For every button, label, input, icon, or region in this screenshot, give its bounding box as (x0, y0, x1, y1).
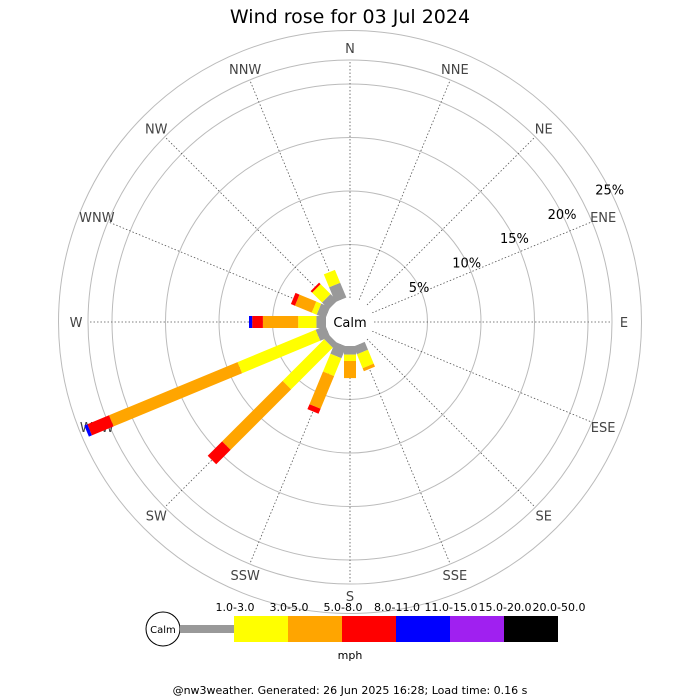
petal-segment (344, 346, 356, 355)
petal-segment (322, 294, 338, 310)
direction-label: SE (536, 510, 552, 525)
grid-ring (218, 190, 482, 454)
petal-segment (294, 294, 317, 313)
direction-label: NW (145, 122, 168, 137)
direction-label: SSW (230, 569, 260, 584)
radial-tick-label: 15% (500, 232, 529, 247)
petal-segment (262, 316, 299, 328)
direction-label: N (345, 42, 355, 57)
legend-swatch (396, 616, 450, 642)
grid-ring (165, 137, 535, 507)
petal-segment (84, 424, 92, 437)
radial-tick-label: 20% (548, 208, 577, 223)
petal-segment (362, 363, 375, 372)
grid-spoke (372, 330, 593, 423)
footer-text: @nw3weather. Generated: 26 Jun 2025 16:2… (173, 684, 528, 697)
legend-bin-label: 1.0-3.0 (216, 601, 255, 614)
petals (84, 269, 375, 465)
petal-segment (344, 354, 356, 361)
grid-ring (87, 59, 613, 585)
petal-segment (316, 316, 326, 328)
petal-segment (344, 361, 356, 379)
legend-swatch (234, 616, 288, 642)
grid-spoke (372, 221, 593, 314)
legend-swatch (180, 625, 234, 633)
grid-spoke (249, 79, 342, 300)
legend-unit: mph (338, 649, 363, 662)
petal-segment (307, 404, 321, 414)
legend-bin-label: 20.0-50.0 (533, 601, 586, 614)
petal-segment (356, 349, 374, 369)
petal-segment (290, 292, 300, 306)
radial-tick-label: 25% (595, 184, 624, 199)
direction-label: SW (146, 510, 167, 525)
polar-grid: NNNENEENEEESESESSESSSWSWWSWWWNWNWNNW (58, 30, 642, 614)
petal-segment (310, 282, 321, 293)
radial-tick-labels: 5% 10% 15% 20% 25% (409, 184, 624, 296)
direction-label: SSE (442, 569, 467, 584)
petal-segment (324, 334, 338, 348)
legend-swatch (450, 616, 504, 642)
legend-bin-label: 3.0-5.0 (270, 601, 309, 614)
calm-label: Calm (333, 316, 366, 331)
direction-label: NE (535, 122, 553, 137)
petal-segment (316, 303, 331, 319)
calm-circle (326, 298, 374, 346)
petal-segment (309, 371, 335, 409)
speed-legend: Calm mph 1.0-3.0 3.0-5.0 5.0-8.0 8.0-11.0 11… (145, 601, 586, 662)
petal-segment (282, 339, 333, 390)
petal-segment (237, 329, 321, 374)
petal-segment (323, 269, 341, 288)
legend-calm-label: Calm (150, 625, 176, 636)
petal-segment (87, 415, 114, 436)
calm-center: Calm (326, 298, 374, 346)
grid-spoke (358, 79, 451, 300)
petal-segment (311, 301, 322, 315)
direction-label: NNW (229, 63, 261, 78)
grid-spoke (107, 221, 328, 314)
direction-label: S (346, 590, 354, 605)
direction-label: W (70, 316, 83, 331)
radial-tick-label: 5% (409, 281, 430, 296)
petal-segment (249, 316, 253, 328)
direction-label: E (620, 316, 628, 331)
legend-swatch (288, 616, 342, 642)
legend-bin-label: 8.0-11.0 (374, 601, 420, 614)
petal-segment (353, 341, 368, 355)
petal-segment (222, 380, 292, 450)
petal-segment (312, 284, 331, 303)
direction-label: ESE (591, 421, 616, 436)
direction-label: ENE (590, 211, 616, 226)
direction-label: NNE (441, 63, 469, 78)
legend-bin-label: 5.0-8.0 (324, 601, 363, 614)
petal-segment (323, 353, 342, 377)
grid-spoke (366, 338, 536, 508)
grid-spoke (358, 344, 451, 565)
grid-spoke (366, 136, 536, 306)
direction-label: WNW (79, 211, 115, 226)
legend-swatch (342, 616, 396, 642)
petal-segment (252, 316, 263, 328)
legend-bin-label: 11.0-15.0 (425, 601, 478, 614)
grid-spoke (164, 136, 334, 306)
petal-segment (329, 282, 347, 303)
petal-segment (109, 362, 243, 427)
chart-title: Wind rose for 03 Jul 2024 (230, 6, 470, 28)
grid-ring (58, 30, 642, 614)
petal-segment (207, 441, 231, 465)
petal-segment (298, 316, 317, 328)
radial-tick-label: 10% (452, 257, 481, 272)
legend-swatch (504, 616, 558, 642)
petal-segment (315, 325, 331, 341)
legend-bin-label: 15.0-20.0 (479, 601, 532, 614)
